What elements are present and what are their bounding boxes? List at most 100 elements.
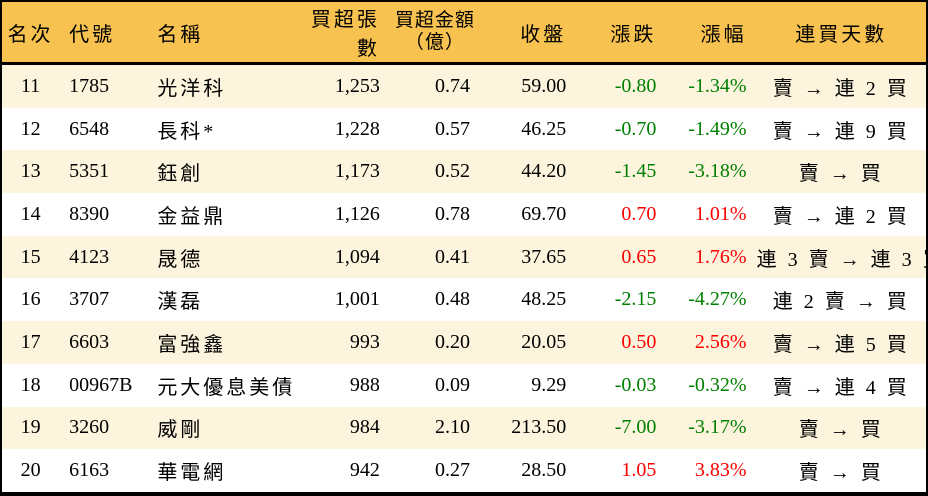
cell-rank: 13 [1,150,60,194]
cell-name: 華電網 [147,449,294,494]
cell-code: 3260 [59,406,148,450]
cell-close: 46.25 [480,107,577,151]
cell-change: 0.65 [576,235,667,279]
cell-volume: 1,173 [293,150,390,194]
cell-amount: 0.27 [389,449,481,494]
cell-change_pct: 1.76% [666,235,757,279]
table-header: 名次 代號 名稱 買超張數 買超金額 （億） 收盤 漲跌 漲幅 連買天數 [1,1,927,65]
table-row: 13 5351 鈺創 1,173 0.52 44.20 -1.45 -3.18% 賣 → 買 [1,150,927,194]
cell-change_pct: 1.01% [666,193,757,236]
table-body: 11 1785 光洋科 1,253 0.74 59.00 -0.80 -1.34% 賣 → 連 … [1,63,928,494]
table-row: 19 3260 威剛 984 2.10 213.50 -7.00 -3.17% 賣 → 買 [1,406,927,450]
cell-amount: 0.52 [389,150,481,194]
cell-close: 37.65 [480,235,577,279]
cell-change: -1.45 [576,150,667,194]
cell-rank: 18 [1,363,60,407]
cell-amount: 0.57 [389,107,481,151]
table-row: 18 00967B 元大優息美債 988 0.09 9.29 -0.03 -0.32% 賣 → … [1,363,927,407]
cell-change_pct: -4.27% [666,278,757,322]
col-header-streak: 連買天數 [756,1,927,65]
cell-close: 69.70 [480,193,577,236]
cell-change_pct: 2.56% [666,321,757,364]
header-row: 名次 代號 名稱 買超張數 買超金額 （億） 收盤 漲跌 漲幅 連買天數 [1,1,927,65]
cell-streak: 連 3 賣 → 連 3 買 [756,235,928,279]
cell-code: 4123 [59,235,148,279]
cell-amount: 0.41 [389,235,481,279]
col-header-volume: 買超張數 [293,1,390,65]
table-row: 12 6548 長科* 1,228 0.57 46.25 -0.70 -1.49% 賣 → 連 … [1,107,927,151]
cell-name: 富強鑫 [147,321,294,364]
cell-volume: 1,094 [293,235,390,279]
cell-rank: 16 [1,278,60,322]
cell-amount: 0.74 [389,63,481,108]
cell-streak: 連 2 賣 → 買 [756,278,927,322]
cell-code: 00967B [59,363,148,407]
cell-name: 長科* [147,107,294,151]
cell-rank: 14 [1,193,60,236]
cell-change_pct: -1.34% [666,63,757,108]
cell-change: 0.50 [576,321,667,364]
table-row: 11 1785 光洋科 1,253 0.74 59.00 -0.80 -1.34% 賣 → 連 … [1,63,927,108]
cell-volume: 993 [293,321,390,364]
cell-volume: 984 [293,406,390,450]
cell-streak: 賣 → 連 9 買 [756,107,927,151]
cell-change: -2.15 [576,278,667,322]
cell-volume: 1,126 [293,193,390,236]
cell-rank: 15 [1,235,60,279]
cell-close: 9.29 [480,363,577,407]
col-header-code: 代號 [59,1,148,65]
cell-change: -0.80 [576,63,667,108]
cell-code: 6163 [59,449,148,494]
cell-volume: 1,253 [293,63,390,108]
cell-name: 威剛 [147,406,294,450]
cell-name: 金益鼎 [147,193,294,236]
cell-streak: 賣 → 連 2 買 [756,193,927,236]
cell-code: 6548 [59,107,148,151]
col-header-change-pct: 漲幅 [666,1,757,65]
cell-code: 6603 [59,321,148,364]
cell-rank: 11 [1,63,60,108]
cell-change: -0.03 [576,363,667,407]
cell-streak: 賣 → 買 [756,150,927,194]
col-header-close: 收盤 [480,1,577,65]
cell-rank: 19 [1,406,60,450]
table-row: 15 4123 晟德 1,094 0.41 37.65 0.65 1.76% 連 3 賣 → 連… [1,235,928,279]
cell-amount: 0.09 [389,363,481,407]
cell-streak: 賣 → 連 2 買 [756,63,927,108]
cell-volume: 1,001 [293,278,390,322]
cell-code: 5351 [59,150,148,194]
cell-streak: 賣 → 買 [756,449,927,494]
cell-name: 元大優息美債 [147,363,294,407]
cell-code: 8390 [59,193,148,236]
col-header-amount-line1: 買超金額 [394,10,475,32]
table-row: 17 6603 富強鑫 993 0.20 20.05 0.50 2.56% 賣 → 連 5 買 [1,321,927,364]
table-row: 14 8390 金益鼎 1,126 0.78 69.70 0.70 1.01% 賣 → 連 2 … [1,193,927,236]
cell-close: 59.00 [480,63,577,108]
cell-amount: 0.48 [389,278,481,322]
cell-rank: 20 [1,449,60,494]
cell-change: 1.05 [576,449,667,494]
cell-change_pct: -3.18% [666,150,757,194]
cell-name: 漢磊 [147,278,294,322]
cell-close: 213.50 [480,406,577,450]
cell-close: 44.20 [480,150,577,194]
cell-rank: 12 [1,107,60,151]
col-header-change: 漲跌 [576,1,667,65]
cell-streak: 賣 → 連 4 買 [756,363,927,407]
cell-name: 鈺創 [147,150,294,194]
cell-rank: 17 [1,321,60,364]
cell-change: 0.70 [576,193,667,236]
cell-amount: 0.20 [389,321,481,364]
cell-change_pct: 3.83% [666,449,757,494]
cell-change_pct: -1.49% [666,107,757,151]
cell-volume: 988 [293,363,390,407]
cell-code: 3707 [59,278,148,322]
cell-change: -7.00 [576,406,667,450]
cell-volume: 942 [293,449,390,494]
cell-change_pct: -0.32% [666,363,757,407]
cell-volume: 1,228 [293,107,390,151]
cell-name: 光洋科 [147,63,294,108]
col-header-amount-line2: （億） [404,32,465,53]
col-header-rank: 名次 [1,1,60,65]
